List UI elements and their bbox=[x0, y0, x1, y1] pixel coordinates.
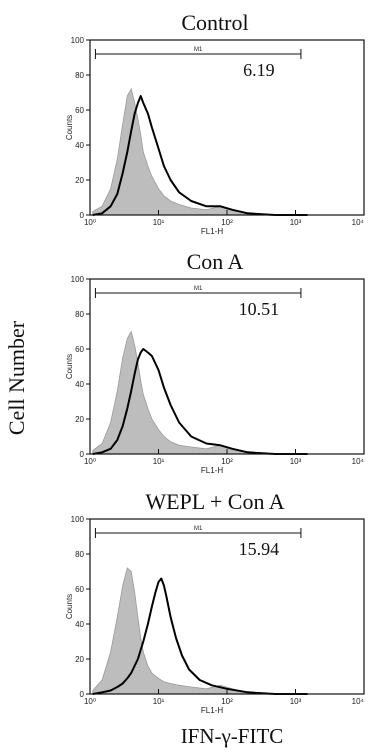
y-tick-label: 80 bbox=[75, 310, 84, 319]
y-axis-label: Counts bbox=[65, 115, 74, 140]
control-histogram-area bbox=[92, 330, 308, 455]
y-tick-label: 80 bbox=[75, 71, 84, 80]
x-tick-label: 10¹ bbox=[153, 457, 165, 466]
x-tick-label: 10⁰ bbox=[84, 218, 96, 227]
x-tick-label: 10¹ bbox=[153, 697, 165, 706]
figure-xlabel: IFN-γ-FITC bbox=[181, 724, 284, 748]
gate-percentage: 15.94 bbox=[239, 539, 280, 559]
x-tick-label: 10³ bbox=[290, 457, 302, 466]
y-tick-label: 0 bbox=[80, 450, 85, 459]
y-tick-label: 40 bbox=[75, 380, 84, 389]
x-tick-label: 10⁰ bbox=[84, 697, 96, 706]
y-axis-label: Counts bbox=[65, 354, 74, 379]
y-tick-label: 20 bbox=[75, 415, 84, 424]
y-tick-label: 60 bbox=[75, 345, 84, 354]
control-histogram-area bbox=[92, 87, 308, 216]
figure-ylabel: Cell Number bbox=[4, 320, 29, 435]
y-tick-label: 60 bbox=[75, 106, 84, 115]
gate-label: M1 bbox=[194, 526, 203, 532]
panel-title: WEPL + Con A bbox=[145, 489, 284, 514]
y-tick-label: 20 bbox=[75, 655, 84, 664]
y-tick-label: 100 bbox=[71, 36, 85, 45]
y-tick-label: 40 bbox=[75, 141, 84, 150]
y-tick-label: 80 bbox=[75, 550, 84, 559]
x-tick-label: 10⁴ bbox=[352, 218, 365, 227]
panel-title: Control bbox=[181, 10, 248, 35]
y-tick-label: 0 bbox=[80, 690, 85, 699]
y-tick-label: 100 bbox=[71, 275, 85, 284]
histogram-panel-3: WEPL + Con A 0 20 40 60 80 100 10⁰ 10¹ 10² 10³ 10⁴ F… bbox=[65, 489, 365, 715]
x-tick-label: 10² bbox=[221, 457, 233, 466]
y-tick-label: 0 bbox=[80, 211, 85, 220]
gate-percentage: 6.19 bbox=[243, 60, 275, 80]
x-axis-label: FL1-H bbox=[201, 227, 223, 236]
x-axis-label: FL1-H bbox=[201, 466, 223, 475]
x-tick-label: 10² bbox=[221, 697, 233, 706]
y-tick-label: 60 bbox=[75, 585, 84, 594]
gate-label: M1 bbox=[194, 286, 203, 292]
y-axis-label: Counts bbox=[65, 594, 74, 619]
sample-histogram-line bbox=[92, 348, 308, 455]
gate-label: M1 bbox=[194, 47, 203, 53]
gate-percentage: 10.51 bbox=[239, 299, 280, 319]
histogram-panel-2: Con A 0 20 40 60 80 100 10⁰ 10¹ 10² 10³ 10⁴ FL1-H Cou… bbox=[65, 249, 365, 475]
sample-histogram-line bbox=[92, 577, 308, 695]
y-tick-label: 40 bbox=[75, 620, 84, 629]
x-axis-label: FL1-H bbox=[201, 706, 223, 715]
panel-title: Con A bbox=[187, 249, 244, 274]
x-tick-label: 10⁰ bbox=[84, 457, 96, 466]
y-tick-label: 20 bbox=[75, 176, 84, 185]
control-histogram-area bbox=[92, 567, 308, 695]
x-tick-label: 10³ bbox=[290, 697, 302, 706]
x-tick-label: 10² bbox=[221, 218, 233, 227]
x-tick-label: 10³ bbox=[290, 218, 302, 227]
x-tick-label: 10⁴ bbox=[352, 697, 365, 706]
y-tick-label: 100 bbox=[71, 515, 85, 524]
sample-histogram-line bbox=[92, 95, 308, 216]
histogram-panel-1: Control 0 20 40 60 80 100 10⁰ 10¹ 10² 10³ 10⁴ FL1-H C… bbox=[65, 10, 365, 236]
x-tick-label: 10¹ bbox=[153, 218, 165, 227]
x-tick-label: 10⁴ bbox=[352, 457, 365, 466]
